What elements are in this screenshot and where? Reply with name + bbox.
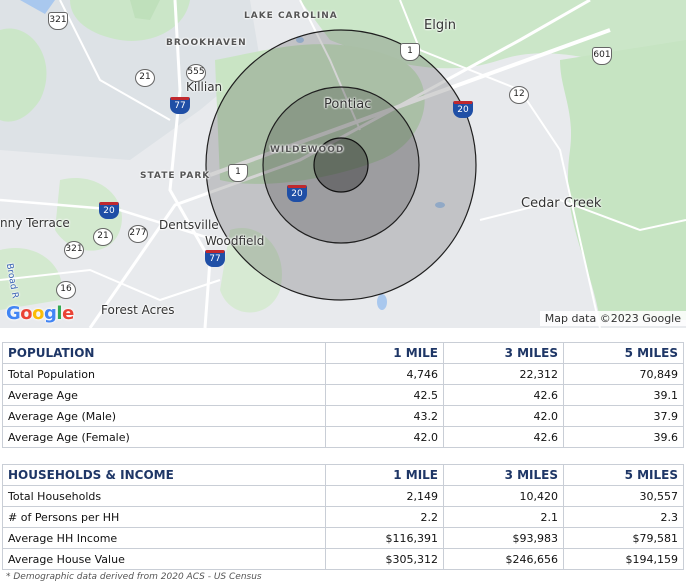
ring-5-mile — [205, 29, 477, 301]
highway-shield: 1 — [228, 164, 248, 182]
cell-value: 22,312 — [443, 363, 564, 385]
highway-shield: 277 — [128, 225, 148, 243]
column-header: 3 MILES — [443, 342, 564, 364]
table-row: Average Age 42.5 42.6 39.1 — [2, 384, 684, 406]
interstate-shield: 20 — [453, 101, 473, 118]
highway-shield: 555 — [186, 64, 206, 82]
population-table: POPULATION 1 MILE 3 MILES 5 MILES Total … — [2, 342, 684, 448]
table-row: Total Households 2,149 10,420 30,557 — [2, 485, 684, 507]
interstate-shield: 77 — [170, 97, 190, 114]
map-canvas — [0, 0, 686, 328]
highway-shield: 1 — [400, 43, 420, 61]
ring-1-mile — [313, 137, 369, 193]
column-header: 1 MILE — [325, 342, 444, 364]
place-label: STATE PARK — [140, 171, 211, 181]
place-label: Woodfield — [205, 234, 265, 248]
ring-3-mile — [262, 86, 420, 244]
cell-value: 70,849 — [563, 363, 684, 385]
place-label: nny Terrace — [0, 216, 70, 230]
column-header: 5 MILES — [563, 464, 684, 486]
place-label: Elgin — [424, 18, 456, 33]
google-logo-text: Google — [6, 303, 74, 324]
row-label: Total Households — [2, 485, 326, 507]
cell-value: $305,312 — [325, 548, 444, 570]
cell-value: 39.1 — [563, 384, 684, 406]
cell-value: 42.0 — [443, 405, 564, 427]
highway-shield: 321 — [64, 241, 84, 259]
table-row: Average Age (Female) 42.0 42.6 39.6 — [2, 426, 684, 448]
cell-value: $246,656 — [443, 548, 564, 570]
table-row: Average Age (Male) 43.2 42.0 37.9 — [2, 405, 684, 427]
interstate-shield: 20 — [99, 202, 119, 219]
highway-shield: 321 — [48, 12, 68, 30]
row-label: Average Age (Female) — [2, 426, 326, 448]
cell-value: $194,159 — [563, 548, 684, 570]
highway-shield: 16 — [56, 281, 76, 299]
radius-map[interactable]: LAKE CAROLINA Elgin BROOKHAVEN Killian P… — [0, 0, 686, 328]
row-label: # of Persons per HH — [2, 506, 326, 528]
row-label: Average Age (Male) — [2, 405, 326, 427]
cell-value: $79,581 — [563, 527, 684, 549]
place-label: Pontiac — [324, 97, 372, 112]
highway-shield: 21 — [93, 228, 113, 246]
cell-value: 2,149 — [325, 485, 444, 507]
cell-value: 2.2 — [325, 506, 444, 528]
cell-value: $93,983 — [443, 527, 564, 549]
table-header-row: HOUSEHOLDS & INCOME 1 MILE 3 MILES 5 MIL… — [2, 464, 684, 486]
row-label: Total Population — [2, 363, 326, 385]
place-label: Cedar Creek — [521, 196, 602, 211]
place-label: WILDEWOOD — [270, 145, 345, 155]
row-label: Average Age — [2, 384, 326, 406]
cell-value: 4,746 — [325, 363, 444, 385]
cell-value: 37.9 — [563, 405, 684, 427]
cell-value: 42.6 — [443, 426, 564, 448]
place-label: Dentsville — [159, 218, 219, 232]
table-row: # of Persons per HH 2.2 2.1 2.3 — [2, 506, 684, 528]
column-header: 5 MILES — [563, 342, 684, 364]
table-row: Average House Value $305,312 $246,656 $1… — [2, 548, 684, 570]
cell-value: 30,557 — [563, 485, 684, 507]
cell-value: 42.6 — [443, 384, 564, 406]
footnote: * Demographic data derived from 2020 ACS… — [6, 572, 262, 582]
place-label: Killian — [186, 80, 223, 94]
cell-value: 10,420 — [443, 485, 564, 507]
place-label: LAKE CAROLINA — [244, 11, 338, 21]
highway-shield: 601 — [592, 47, 612, 65]
google-logo[interactable]: Google — [6, 303, 74, 324]
table-header-title: HOUSEHOLDS & INCOME — [2, 464, 326, 486]
cell-value: 2.1 — [443, 506, 564, 528]
cell-value: 42.0 — [325, 426, 444, 448]
interstate-shield: 20 — [287, 185, 307, 202]
place-label: Forest Acres — [101, 303, 175, 317]
cell-value: 2.3 — [563, 506, 684, 528]
place-label: BROOKHAVEN — [166, 38, 247, 48]
table-header-title: POPULATION — [2, 342, 326, 364]
table-row: Total Population 4,746 22,312 70,849 — [2, 363, 684, 385]
highway-shield: 21 — [135, 69, 155, 87]
column-header: 3 MILES — [443, 464, 564, 486]
table-row: Average HH Income $116,391 $93,983 $79,5… — [2, 527, 684, 549]
row-label: Average House Value — [2, 548, 326, 570]
cell-value: $116,391 — [325, 527, 444, 549]
cell-value: 43.2 — [325, 405, 444, 427]
table-header-row: POPULATION 1 MILE 3 MILES 5 MILES — [2, 342, 684, 364]
highway-shield: 12 — [509, 86, 529, 104]
map-credit[interactable]: Map data ©2023 Google — [539, 311, 686, 326]
cell-value: 42.5 — [325, 384, 444, 406]
cell-value: 39.6 — [563, 426, 684, 448]
column-header: 1 MILE — [325, 464, 444, 486]
interstate-shield: 77 — [205, 250, 225, 267]
households-income-table: HOUSEHOLDS & INCOME 1 MILE 3 MILES 5 MIL… — [2, 464, 684, 570]
row-label: Average HH Income — [2, 527, 326, 549]
